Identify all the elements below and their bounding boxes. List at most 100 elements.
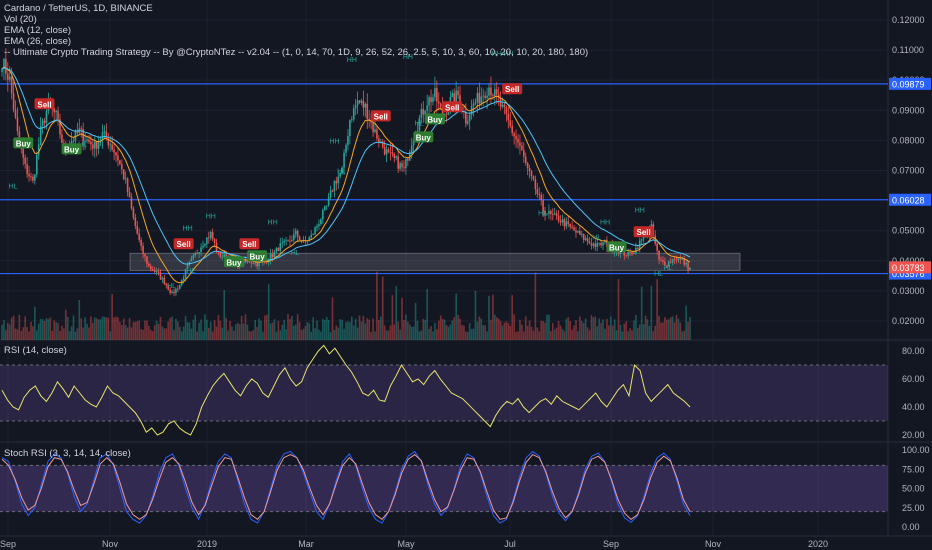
- volume-bar: [542, 320, 544, 340]
- candle-body: [41, 120, 44, 127]
- candle-body: [503, 104, 506, 108]
- candle-body: [200, 247, 202, 253]
- volume-bar: [490, 319, 492, 340]
- volume-bar: [391, 295, 394, 340]
- candle-body: [22, 148, 25, 158]
- volume-bar: [517, 331, 519, 340]
- candle-body: [350, 119, 353, 121]
- volume-bar: [209, 321, 212, 340]
- volume-bar: [524, 316, 527, 340]
- signal-box: [247, 250, 268, 262]
- volume-bar: [14, 328, 17, 340]
- buy-signal: Buy: [61, 143, 82, 155]
- candle-body: [279, 243, 282, 252]
- candle-body: [322, 210, 324, 220]
- candle-body: [687, 262, 689, 270]
- volume-bar: [258, 318, 260, 340]
- volume-bar: [499, 320, 502, 340]
- candle-body: [565, 221, 568, 227]
- volume-bar: [347, 321, 349, 340]
- volume-bar: [424, 319, 427, 340]
- volume-bar: [78, 299, 81, 340]
- signal-box: [370, 110, 391, 122]
- volume-bar: [34, 306, 36, 340]
- volume-bar: [300, 330, 303, 340]
- candle-body: [155, 271, 158, 273]
- buy-signal: Buy: [223, 256, 244, 268]
- candle-body: [617, 250, 620, 255]
- volume-bar: [70, 326, 73, 340]
- candle-body: [395, 156, 398, 158]
- volume-bar: [188, 322, 191, 340]
- signal-box: [239, 238, 260, 250]
- indicator-ema12[interactable]: EMA (12, close): [4, 25, 72, 36]
- indicator-volume[interactable]: Vol (20): [4, 14, 37, 25]
- stoch-band: [0, 465, 888, 512]
- volume-bar: [492, 294, 494, 340]
- candle-body: [327, 197, 330, 206]
- volume-bar: [412, 326, 415, 340]
- candle-body: [430, 97, 432, 102]
- volume-bar: [267, 284, 270, 340]
- volume-bar: [528, 320, 531, 340]
- volume-bar: [200, 319, 202, 340]
- candle-body: [5, 58, 7, 74]
- volume-bar: [43, 320, 46, 340]
- volume-bar: [24, 316, 26, 340]
- volume-bar: [293, 325, 295, 340]
- volume-bar: [175, 318, 177, 340]
- volume-bar: [434, 322, 436, 340]
- indicator-ema26[interactable]: EMA (26, close): [4, 36, 72, 47]
- volume-bar: [368, 319, 370, 340]
- rsi-legend[interactable]: RSI (14, close): [4, 345, 67, 356]
- candle-body: [45, 110, 48, 123]
- stoch-rsi-legend[interactable]: Stoch RSI (3, 3, 14, 14, close): [4, 448, 131, 459]
- volume-bar: [503, 322, 506, 340]
- candle-body: [24, 157, 26, 165]
- candle-body: [569, 223, 571, 227]
- candle-body: [287, 240, 289, 242]
- volume-bar: [399, 329, 401, 340]
- symbol-title[interactable]: Cardano / TetherUS, 1D, BINANCE: [4, 3, 153, 14]
- candle-body: [466, 121, 469, 124]
- candle-body: [385, 149, 388, 155]
- time-tick-label: 2019: [197, 539, 217, 549]
- indicator-strategy[interactable]: -- Ultimate Crypto Trading Strategy -- B…: [4, 47, 589, 58]
- price-label-box: [889, 261, 931, 274]
- signal-label: Sell: [637, 228, 651, 237]
- pivot-label: HL: [592, 235, 601, 242]
- volume-bar: [335, 325, 338, 340]
- candle-body: [625, 255, 628, 257]
- volume-bar: [358, 315, 361, 340]
- volume-bar: [426, 288, 428, 340]
- volume-bar: [80, 318, 83, 340]
- candle-body: [335, 181, 338, 184]
- volume-bar: [82, 327, 84, 340]
- volume-bar: [113, 317, 115, 340]
- volume-bar: [580, 320, 583, 340]
- volume-bar: [457, 314, 459, 340]
- volume-bar: [619, 324, 622, 340]
- candle-body: [194, 253, 197, 256]
- buy-signal: Buy: [413, 131, 434, 143]
- volume-bar: [308, 323, 311, 340]
- candle-body: [333, 181, 336, 192]
- volume-bar: [414, 302, 417, 340]
- volume-bar: [642, 324, 645, 340]
- volume-bar: [254, 320, 256, 340]
- candle-body: [6, 73, 9, 80]
- pivot-label: HH: [183, 226, 193, 233]
- pivot-label: HH: [600, 220, 610, 227]
- rsi-band: [0, 365, 888, 421]
- volume-bar: [310, 331, 313, 340]
- candle-body: [43, 120, 46, 123]
- candle-body: [294, 230, 297, 235]
- volume-bar: [97, 319, 100, 340]
- volume-bar: [20, 330, 23, 340]
- candle-body: [459, 95, 461, 107]
- volume-bar: [646, 319, 649, 340]
- candle-body: [128, 191, 131, 198]
- volume-bar: [151, 331, 154, 340]
- volume-bar: [235, 324, 237, 340]
